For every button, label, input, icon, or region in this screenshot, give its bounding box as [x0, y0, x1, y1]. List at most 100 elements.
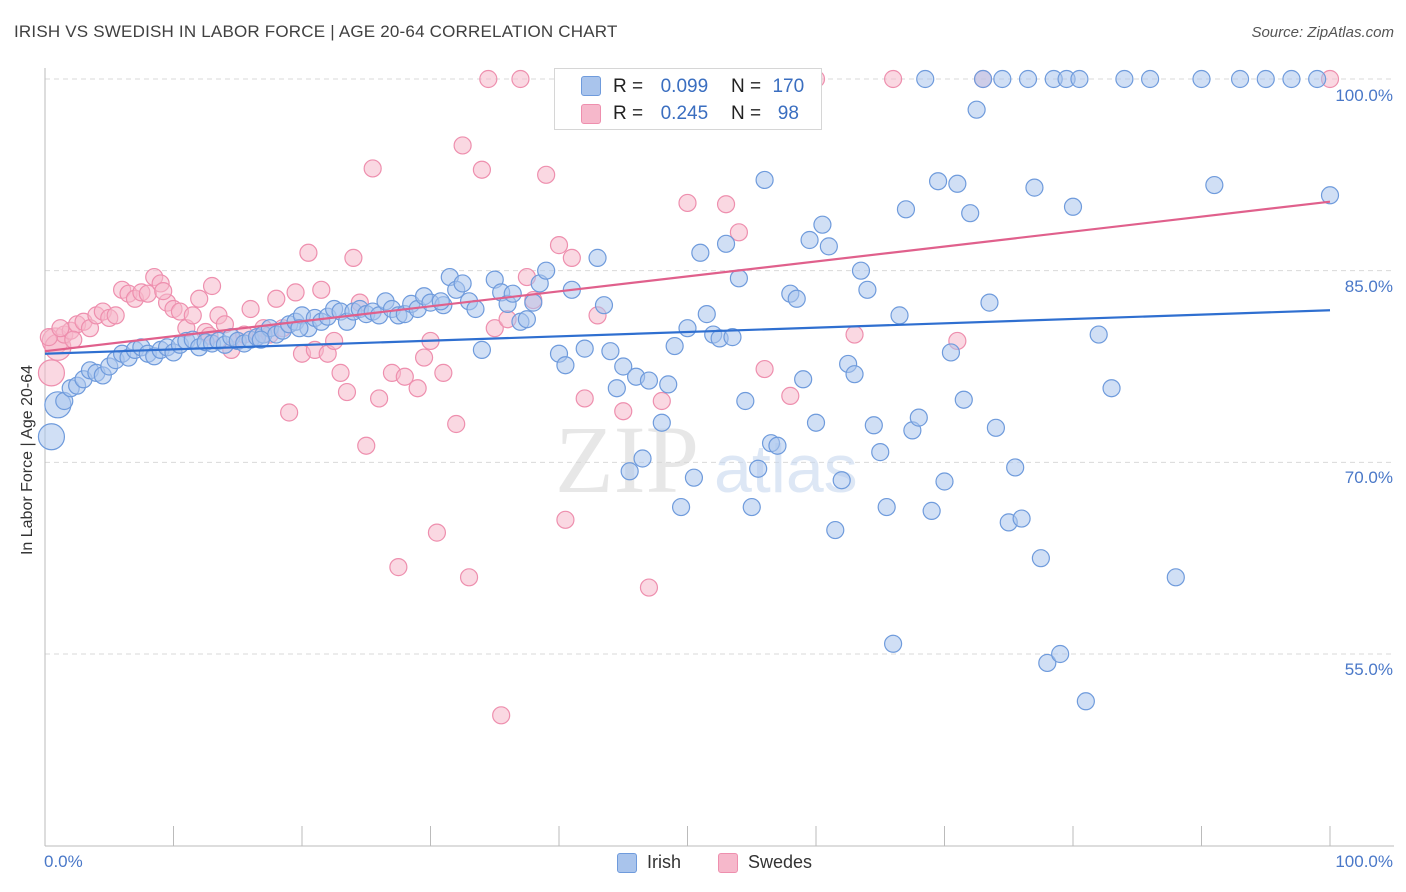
irish-point: [787, 289, 806, 308]
irish-point: [633, 449, 652, 468]
irish-point: [1308, 69, 1327, 89]
irish-point: [909, 408, 928, 427]
irish-trend-line: [44, 309, 1331, 355]
irish-point: [1012, 509, 1031, 528]
watermark: ZIP atlas: [555, 406, 858, 513]
irish-point: [697, 305, 716, 324]
x-tick-label: 100.0%: [1335, 852, 1393, 871]
irish-point: [1115, 69, 1134, 89]
irish-point: [948, 174, 967, 193]
swedes-point: [434, 363, 453, 382]
swedes-point: [472, 160, 491, 179]
irish-point: [1205, 175, 1224, 195]
irish-point: [684, 468, 704, 487]
irish-point: [1038, 653, 1057, 673]
irish-swatch: [617, 852, 637, 873]
n-value: 170: [772, 76, 805, 97]
irish-point: [639, 371, 659, 390]
swedes-trend-line: [44, 200, 1331, 353]
irish-point: [954, 390, 973, 409]
irish-point: [973, 69, 993, 89]
swedes-point: [267, 289, 286, 308]
swedes-point: [716, 195, 736, 214]
irish-point: [736, 391, 755, 411]
irish-point: [1230, 69, 1250, 89]
series-legend: Irish Swedes: [0, 852, 1406, 876]
r-value: 0.099: [660, 76, 709, 97]
legend-item-swedes: Swedes: [718, 852, 812, 873]
irish-point: [916, 69, 935, 89]
stats-legend: R = 0.099 N = 170 R = 0.245 N = 98: [554, 68, 822, 130]
irish-point: [1102, 379, 1121, 398]
irish-point: [967, 100, 986, 119]
irish-point: [290, 319, 309, 338]
irish-point: [1063, 197, 1083, 216]
irish-point: [601, 342, 620, 361]
irish-point: [607, 379, 626, 398]
swedes-point: [395, 367, 414, 386]
swedes-point: [202, 276, 222, 296]
swedes-point: [280, 403, 299, 422]
irish-point: [431, 292, 450, 311]
irish-point: [806, 413, 826, 432]
irish-point: [575, 339, 594, 358]
irish-point: [813, 215, 832, 234]
legend-label-swedes: Swedes: [748, 852, 813, 872]
irish-point: [1025, 178, 1044, 197]
r-label: R =: [613, 76, 644, 97]
r-value: 0.245: [660, 103, 709, 124]
swedes-point: [286, 283, 305, 302]
irish-point: [993, 69, 1012, 89]
swedes-point: [729, 223, 749, 242]
swedes-point: [363, 159, 382, 178]
irish-point: [980, 293, 999, 312]
irish-point: [961, 204, 980, 223]
swedes-point: [459, 568, 479, 587]
irish-point: [1192, 69, 1211, 89]
irish-point: [800, 230, 819, 250]
swedes-point: [299, 243, 318, 262]
irish-point: [1089, 325, 1108, 344]
swedes-point: [845, 325, 864, 344]
irish-point: [1320, 186, 1340, 205]
irish-point: [896, 200, 916, 219]
irish-point: [37, 423, 66, 451]
swedes-point: [492, 706, 511, 725]
y-axis-label: In Labor Force | Age 20-64: [19, 364, 36, 556]
irish-point: [716, 234, 736, 253]
swedes-point: [331, 363, 350, 382]
n-label: N =: [730, 76, 762, 97]
irish-point: [665, 336, 684, 356]
irish-point: [472, 340, 491, 359]
irish-points: [37, 69, 1340, 711]
irish-point: [1006, 458, 1025, 477]
swedes-point: [639, 578, 659, 597]
y-tick-label: 100.0%: [1335, 86, 1393, 105]
axes: [44, 68, 1394, 847]
irish-point: [723, 328, 742, 347]
irish-point: [845, 365, 864, 384]
n-label: N =: [730, 103, 762, 124]
swedes-point: [190, 289, 209, 308]
source-label: Source: ZipAtlas.com: [1251, 24, 1394, 41]
irish-point: [517, 310, 536, 329]
swedes-point: [652, 391, 671, 411]
irish-point: [935, 472, 954, 491]
irish-point: [832, 471, 851, 490]
swedes-swatch: [581, 104, 601, 124]
y-tick-label: 70.0%: [1344, 468, 1393, 487]
swedes-point: [154, 282, 173, 301]
irish-point: [1166, 568, 1185, 587]
swedes-point: [755, 359, 774, 379]
irish-point: [1070, 69, 1089, 89]
svg-text:ZIP: ZIP: [555, 406, 699, 513]
irish-point: [749, 459, 768, 478]
swedes-point: [556, 510, 575, 529]
swedes-point: [389, 558, 408, 577]
swedes-point: [549, 236, 569, 255]
swedes-point: [562, 248, 581, 267]
irish-swatch: [581, 76, 601, 96]
irish-point: [466, 299, 485, 319]
swedes-point: [575, 389, 594, 408]
